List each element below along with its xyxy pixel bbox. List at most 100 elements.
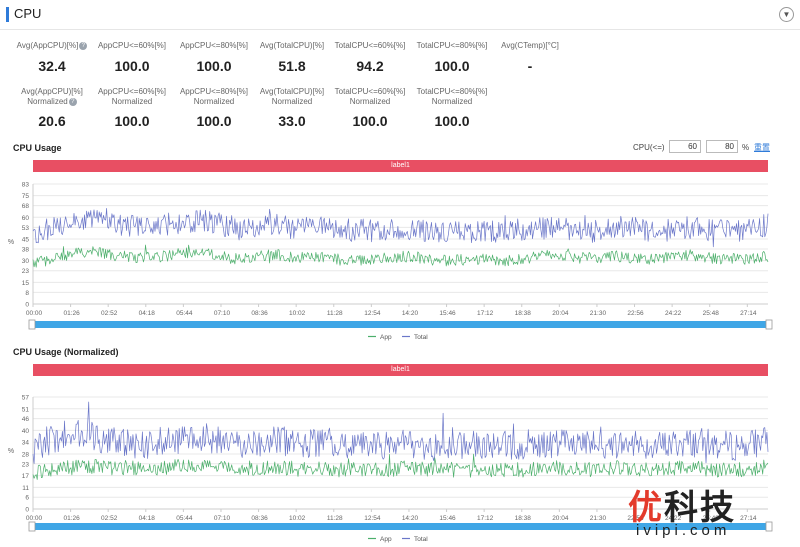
stat-value: 20.6	[38, 113, 66, 129]
chevron-down-icon[interactable]: ▼	[779, 7, 794, 22]
y-tick-label: 68	[22, 203, 30, 210]
x-tick-label: 20:04	[552, 515, 569, 522]
stat-value: 100.0	[434, 113, 470, 129]
x-tick-label: 07:10	[214, 515, 231, 522]
stat-card: AppCPU<=60%[%] 100.0	[92, 41, 172, 74]
stat-card: Avg(AppCPU)[%]? 32.4	[12, 41, 92, 74]
stat-label: Avg(CTemp)[°C]	[501, 41, 559, 50]
stat-label: Avg(AppCPU)[%]?	[12, 41, 92, 51]
x-tick-label: 25:48	[703, 515, 720, 522]
series-line-total	[32, 401, 769, 464]
x-tick-label: 18:38	[515, 310, 532, 317]
stat-card: Avg(AppCPU)[%] Normalized? 20.6	[12, 87, 92, 129]
stat-value: 51.8	[278, 58, 306, 74]
y-tick-label: 6	[25, 495, 29, 502]
stat-card: Avg(TotalCPU)[%] 51.8	[252, 41, 332, 74]
slider-handle[interactable]	[28, 521, 36, 532]
stat-card: TotalCPU<=80%[%] 100.0	[412, 41, 492, 74]
y-tick-label: 51	[22, 406, 30, 413]
y-tick-label: 17	[22, 473, 30, 480]
stat-value: 32.4	[38, 58, 66, 74]
x-tick-label: 15:46	[439, 515, 456, 522]
threshold-unit: %	[742, 143, 750, 152]
x-tick-label: 22:56	[627, 515, 644, 522]
slider-handle[interactable]	[28, 319, 36, 330]
x-tick-label: 04:18	[139, 310, 156, 317]
range-slider[interactable]	[30, 523, 771, 530]
watermark-logo: 优科技 ivipi.com	[628, 489, 736, 539]
threshold-80-input[interactable]	[706, 140, 738, 153]
stat-card: TotalCPU<=80%[%] Normalized 100.0	[412, 87, 492, 129]
x-tick-label: 25:48	[703, 310, 720, 317]
help-icon[interactable]: ?	[79, 42, 88, 50]
section-title: CPU	[14, 6, 42, 21]
x-tick-label: 21:30	[590, 310, 607, 317]
stat-card: Avg(TotalCPU)[%] Normalized 33.0	[252, 87, 332, 129]
legend: App Total	[368, 536, 428, 543]
series-line-app	[32, 453, 769, 480]
x-tick-label: 12:54	[364, 310, 381, 317]
y-tick-label: 45	[22, 236, 30, 243]
x-tick-label: 12:54	[364, 515, 381, 522]
x-tick-label: 01:26	[63, 310, 80, 317]
stat-value: 94.2	[356, 58, 384, 74]
stat-label: AppCPU<=80%[%] Normalized	[179, 87, 249, 106]
series-line-total	[32, 208, 769, 248]
stat-card: TotalCPU<=60%[%] 94.2	[330, 41, 410, 74]
x-tick-label: 00:00	[26, 310, 43, 317]
stat-label: TotalCPU<=80%[%]	[416, 41, 488, 50]
threshold-60-input[interactable]	[669, 140, 701, 153]
x-tick-label: 24:22	[665, 310, 682, 317]
stat-label: TotalCPU<=60%[%]	[334, 41, 406, 50]
legend-label: App	[380, 334, 392, 341]
y-tick-label: 83	[22, 182, 30, 189]
y-tick-label: 75	[22, 193, 30, 200]
x-tick-label: 05:44	[176, 515, 193, 522]
stat-label: AppCPU<=60%[%] Normalized	[97, 87, 167, 106]
label-band-normalized: label1	[33, 364, 768, 376]
stat-card: AppCPU<=60%[%] Normalized 100.0	[92, 87, 172, 129]
x-tick-label: 07:10	[214, 310, 231, 317]
reset-button[interactable]: 重置	[754, 143, 770, 152]
stat-card: TotalCPU<=60%[%] Normalized 100.0	[330, 87, 410, 129]
stat-label: TotalCPU<=60%[%] Normalized	[334, 87, 406, 106]
y-tick-label: 11	[22, 485, 29, 492]
stat-label: Avg(TotalCPU)[%] Normalized	[259, 87, 325, 106]
stat-value: 100.0	[196, 113, 232, 129]
cpu-usage-normalized-title: CPU Usage (Normalized)	[13, 347, 119, 357]
y-tick-label: 15	[22, 280, 30, 287]
y-axis-label: %	[8, 448, 14, 455]
x-tick-label: 08:36	[251, 515, 268, 522]
slider-handle[interactable]	[765, 319, 773, 330]
x-tick-label: 14:20	[402, 515, 419, 522]
x-tick-label: 04:18	[139, 515, 156, 522]
x-tick-label: 24:22	[665, 515, 682, 522]
x-tick-label: 15:46	[439, 310, 456, 317]
x-tick-label: 08:36	[251, 310, 268, 317]
y-tick-label: 40	[22, 428, 30, 435]
help-icon[interactable]: ?	[68, 98, 77, 106]
stat-card: AppCPU<=80%[%] Normalized 100.0	[174, 87, 254, 129]
section-header: CPU ▼	[0, 0, 800, 30]
stat-value: 100.0	[114, 113, 150, 129]
stat-value: 100.0	[196, 58, 232, 74]
range-slider[interactable]	[30, 321, 771, 328]
series-line-app	[32, 244, 769, 268]
stat-label: AppCPU<=60%[%]	[97, 41, 167, 50]
stat-card: Avg(CTemp)[°C] -	[490, 41, 570, 74]
stat-card: AppCPU<=80%[%] 100.0	[174, 41, 254, 74]
slider-handle[interactable]	[765, 521, 773, 532]
stat-value: 100.0	[114, 58, 150, 74]
x-tick-label: 18:38	[515, 515, 532, 522]
x-tick-label: 17:12	[477, 515, 494, 522]
y-tick-label: 57	[22, 395, 30, 402]
legend-label: App	[380, 536, 392, 543]
y-axis-label: %	[8, 239, 14, 246]
x-tick-label: 21:30	[590, 515, 607, 522]
y-tick-label: 38	[22, 247, 30, 254]
y-tick-label: 0	[25, 302, 29, 309]
cpu-usage-title: CPU Usage	[13, 143, 62, 153]
header-accent	[6, 7, 9, 22]
x-tick-label: 11:28	[327, 310, 343, 317]
y-tick-label: 46	[22, 416, 30, 423]
